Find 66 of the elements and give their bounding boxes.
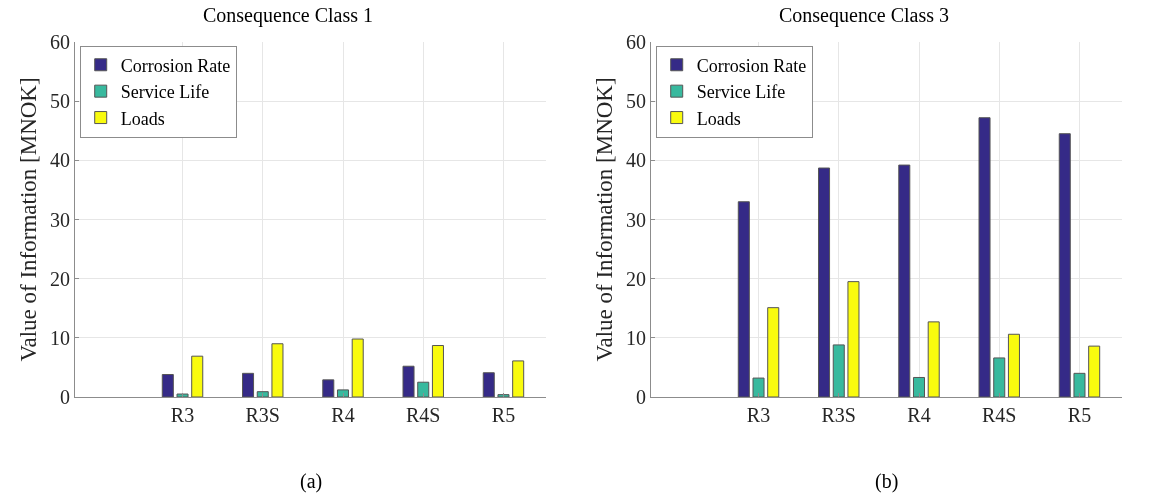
x-tick-label: R3S bbox=[821, 404, 856, 426]
bar bbox=[242, 372, 255, 397]
x-tick-label: R3 bbox=[746, 404, 771, 426]
bar bbox=[832, 344, 845, 397]
bar bbox=[767, 307, 780, 397]
bar bbox=[176, 393, 189, 397]
legend-label: Service Life bbox=[120, 82, 210, 103]
x-tick-label: R5 bbox=[1067, 404, 1092, 426]
bar bbox=[161, 374, 174, 397]
x-tick-label: R3 bbox=[170, 404, 195, 426]
legend-label: Loads bbox=[120, 108, 165, 129]
y-tick-label: 40 bbox=[50, 149, 70, 172]
y-tick-label: 0 bbox=[636, 386, 646, 408]
bar bbox=[1007, 333, 1020, 397]
legend-label: Loads bbox=[696, 108, 741, 129]
y-tick-label: 10 bbox=[626, 326, 646, 349]
bar bbox=[927, 321, 940, 397]
x-tick-label: R4S bbox=[406, 404, 441, 426]
y-tick-label: 40 bbox=[626, 149, 646, 172]
bar bbox=[497, 394, 510, 397]
bar bbox=[912, 376, 926, 397]
bar bbox=[818, 167, 831, 397]
y-tick-label: 50 bbox=[626, 90, 646, 113]
bar bbox=[993, 357, 1006, 397]
y-tick-label: 50 bbox=[50, 90, 70, 113]
bar bbox=[1058, 133, 1071, 397]
bar bbox=[512, 360, 525, 397]
y-axis-title: Value of Information [MNOK] bbox=[592, 77, 618, 362]
bar bbox=[1073, 372, 1086, 397]
y-tick-label: 10 bbox=[50, 326, 70, 349]
bar bbox=[271, 343, 284, 397]
y-tick-label: 0 bbox=[60, 386, 70, 408]
y-tick-label: 20 bbox=[50, 267, 70, 290]
bar bbox=[752, 377, 765, 397]
bar bbox=[737, 201, 750, 397]
bar bbox=[847, 281, 860, 397]
chart-title: Consequence Class 1 bbox=[203, 3, 373, 27]
text: (a) bbox=[300, 470, 323, 493]
y-tick-label: 20 bbox=[626, 267, 646, 290]
x-tick-label: R5 bbox=[491, 404, 516, 426]
bar bbox=[351, 338, 364, 397]
y-axis-title: Value of Information [MNOK] bbox=[16, 77, 42, 362]
y-tick-label: 30 bbox=[50, 208, 70, 231]
bar bbox=[336, 389, 350, 397]
chart-title: Consequence Class 3 bbox=[779, 3, 949, 27]
bar bbox=[322, 379, 335, 397]
bar bbox=[978, 117, 991, 397]
bar bbox=[402, 365, 415, 397]
x-tick-label: R3S bbox=[245, 404, 280, 426]
x-tick-label: R4S bbox=[982, 404, 1017, 426]
x-tick-label: R4 bbox=[331, 404, 355, 426]
y-tick-label: 60 bbox=[626, 31, 646, 53]
bar bbox=[898, 164, 911, 397]
y-tick-label: 30 bbox=[626, 208, 646, 231]
legend-label: Service Life bbox=[696, 82, 786, 103]
legend-label: Corrosion Rate bbox=[696, 55, 807, 76]
bar bbox=[417, 381, 430, 397]
bar bbox=[191, 355, 204, 397]
text: (b) bbox=[875, 470, 899, 493]
legend-label: Corrosion Rate bbox=[120, 55, 231, 76]
x-tick-label: R4 bbox=[907, 404, 931, 426]
bar bbox=[256, 391, 269, 397]
bar bbox=[431, 345, 444, 397]
y-tick-label: 60 bbox=[50, 31, 70, 53]
bar bbox=[482, 372, 495, 397]
bar bbox=[1088, 345, 1101, 397]
